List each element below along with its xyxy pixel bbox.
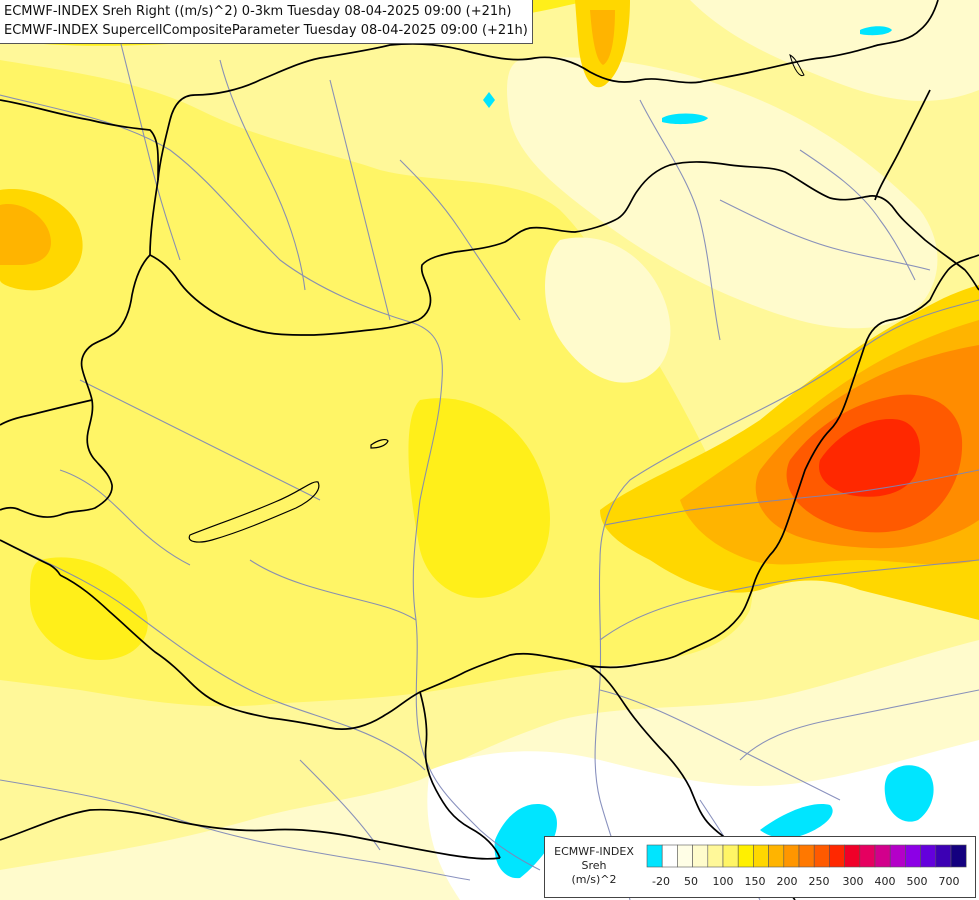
pale-patch-east (545, 237, 671, 383)
title-line-scp: ECMWF-INDEX SupercellCompositeParameter … (4, 23, 528, 38)
legend-tick-label: 50 (684, 875, 698, 888)
river-timis (739, 689, 979, 761)
legend-swatch (889, 844, 906, 868)
river-drava (0, 539, 426, 771)
legend-swatch (707, 844, 724, 868)
border-austria-slovenia (0, 399, 93, 426)
river-sava (0, 779, 471, 881)
legend-swatch (829, 844, 845, 868)
cyan-spot-northeast (860, 26, 892, 36)
lake-balaton (188, 481, 320, 543)
lake-velence (370, 439, 389, 449)
river-sio (249, 559, 417, 621)
legend-color-bar (646, 844, 967, 868)
legend-swatch (859, 844, 876, 868)
river-tisza (594, 299, 979, 900)
legend-tick-label: 400 (874, 875, 896, 888)
title-line-sreh: ECMWF-INDEX Sreh Right ((m/s)^2) 0-3km T… (4, 4, 512, 19)
red-core-east (819, 419, 920, 497)
river-north-2 (719, 199, 931, 271)
border-moldova (874, 89, 931, 201)
pale-patch-north (507, 57, 938, 329)
legend-title: ECMWF-INDEX Sreh (m/s)^2 (545, 845, 643, 887)
amber-patch-northwest (0, 204, 51, 265)
legend-tick-label: 250 (808, 875, 830, 888)
color-legend: ECMWF-INDEX Sreh (m/s)^2 -20 50 100 150 200 2… (544, 836, 976, 898)
legend-swatch (950, 844, 967, 868)
legend-swatch (646, 844, 663, 868)
legend-tick-label: 700 (938, 875, 960, 888)
legend-tick-label: 500 (906, 875, 928, 888)
bright-yellow-patch-center (408, 398, 550, 598)
legend-swatch (768, 844, 785, 868)
legend-tick-label: 150 (744, 875, 766, 888)
legend-swatch (692, 844, 709, 868)
legend-swatch (813, 844, 830, 868)
border-slovakia-north (149, 0, 939, 256)
river-south-1 (599, 689, 841, 801)
legend-tick-label: 100 (712, 875, 734, 888)
legend-swatch (844, 844, 861, 868)
legend-swatch (798, 844, 815, 868)
lake-north (789, 54, 805, 77)
cyan-spot-north (662, 113, 708, 125)
border-bosnia (0, 808, 501, 860)
river-northeast-2 (799, 149, 916, 281)
legend-swatch (737, 844, 754, 868)
border-croatia-serbia (419, 691, 501, 859)
legend-swatch (905, 844, 921, 868)
border-hungary-south (59, 574, 591, 730)
river-north-1 (399, 159, 521, 321)
legend-tick-labels: -20 50 100 150 200 250 300 400 500 700 (645, 875, 975, 891)
legend-swatch (677, 844, 693, 868)
legend-tick-label: 300 (842, 875, 864, 888)
cyan-low-southeast (760, 804, 833, 838)
map-title-box: ECMWF-INDEX Sreh Right ((m/s)^2) 0-3km T… (0, 0, 533, 44)
legend-tick-label: -20 (652, 875, 670, 888)
cyan-low-south (494, 804, 557, 879)
river-north-east (639, 99, 721, 341)
legend-swatch (661, 844, 678, 868)
border-czech-austria (0, 99, 160, 181)
yellow-core-field (0, 60, 753, 707)
legend-unit: (m/s)^2 (571, 873, 617, 886)
river-vah (219, 59, 306, 291)
border-slovenia-croatia (0, 539, 61, 576)
amber-patch-north-center (590, 10, 615, 65)
river-zala (59, 469, 191, 566)
river-mures (599, 559, 979, 641)
river-morava (119, 39, 181, 261)
border-hungary-north (149, 161, 979, 336)
river-network (0, 39, 979, 900)
cyan-low-east (884, 765, 934, 822)
river-cris (604, 469, 979, 526)
pale-patch-far-north (690, 0, 979, 101)
legend-swatch (874, 844, 891, 868)
river-hron (329, 79, 391, 321)
legend-source: ECMWF-INDEX (554, 845, 634, 858)
legend-swatch (935, 844, 952, 868)
legend-swatch (722, 844, 739, 868)
legend-swatch (920, 844, 937, 868)
bright-yellow-patch-west (30, 557, 148, 660)
river-raba (79, 379, 321, 501)
legend-variable: Sreh (581, 859, 607, 872)
river-danube (0, 94, 541, 871)
legend-swatch (783, 844, 800, 868)
border-hungary-west (0, 254, 151, 518)
cyan-spot-north-center (483, 92, 495, 108)
legend-swatch (753, 844, 769, 868)
border-romania-ukraine (589, 254, 979, 669)
legend-tick-label: 200 (776, 875, 798, 888)
